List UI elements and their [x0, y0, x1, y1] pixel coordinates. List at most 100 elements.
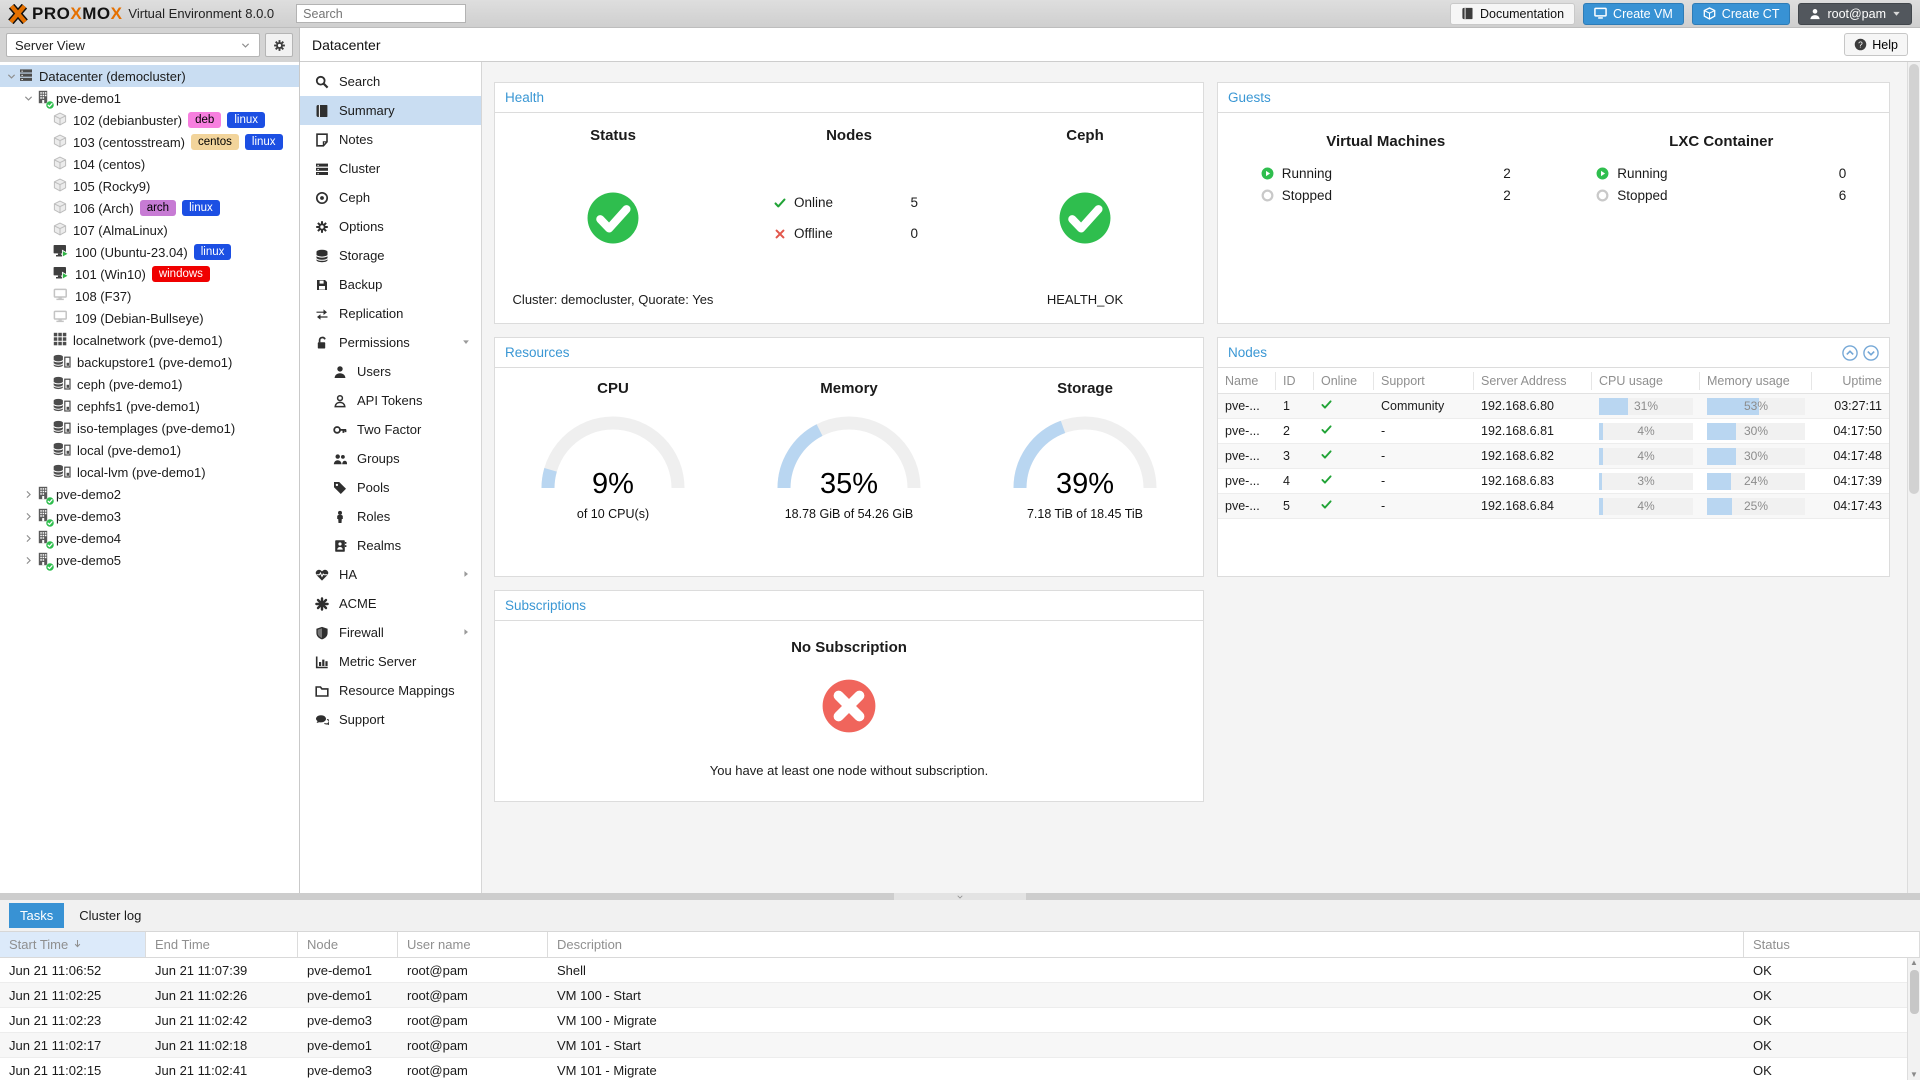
collapse-down-button[interactable] [1863, 345, 1879, 361]
collapse-up-button[interactable] [1842, 345, 1858, 361]
memory-usage-bar: 53% [1707, 398, 1805, 415]
nav-item-groups[interactable]: Groups [300, 444, 481, 473]
tree-item[interactable]: local-lvm (pve-demo1) [0, 461, 299, 483]
nav-item-summary[interactable]: Summary [300, 96, 481, 125]
tree-item[interactable]: 104 (centos) [0, 153, 299, 175]
guest-tag: linux [182, 200, 220, 216]
expander-open-icon [6, 71, 17, 82]
scrollbar-thumb[interactable] [1910, 970, 1919, 1014]
nav-item-search[interactable]: Search [300, 67, 481, 96]
node-row[interactable]: pve-...3-192.168.6.824%30%04:17:48 [1218, 444, 1889, 469]
tab-tasks[interactable]: Tasks [9, 903, 64, 928]
tree-item[interactable]: iso-templages (pve-demo1) [0, 417, 299, 439]
tree-item[interactable]: backupstore1 (pve-demo1) [0, 351, 299, 373]
tree-item[interactable]: 105 (Rocky9) [0, 175, 299, 197]
nav-item-cluster[interactable]: Cluster [300, 154, 481, 183]
nav-item-ha[interactable]: HA [300, 560, 481, 589]
nav-item-notes[interactable]: Notes [300, 125, 481, 154]
nav-item-roles[interactable]: Roles [300, 502, 481, 531]
cluster-status-note: Cluster: democluster, Quorate: Yes [513, 292, 714, 307]
tree-item[interactable]: 102 (debianbuster)deblinux [0, 109, 299, 131]
tree-item[interactable]: localnetwork (pve-demo1) [0, 329, 299, 351]
tab-cluster-log[interactable]: Cluster log [68, 903, 152, 928]
tree-settings-button[interactable] [265, 33, 293, 57]
cube-icon [53, 112, 67, 126]
column-header-end-time[interactable]: End Time [146, 932, 298, 957]
nav-item-firewall[interactable]: Firewall [300, 618, 481, 647]
documentation-button[interactable]: Documentation [1450, 3, 1575, 25]
nav-item-pools[interactable]: Pools [300, 473, 481, 502]
node-row[interactable]: pve-...4-192.168.6.833%24%04:17:39 [1218, 469, 1889, 494]
cube-icon [1703, 7, 1716, 20]
tree-item[interactable]: 109 (Debian-Bullseye) [0, 307, 299, 329]
node-online-badge-icon [46, 497, 54, 505]
column-header-status[interactable]: Status [1744, 932, 1920, 957]
tree-item[interactable]: 103 (centosstream)centoslinux [0, 131, 299, 153]
task-row[interactable]: Jun 21 11:02:17Jun 21 11:02:18pve-demo1r… [0, 1033, 1920, 1058]
tree-item[interactable]: pve-demo4 [0, 527, 299, 549]
view-selector[interactable]: Server View [6, 33, 260, 57]
dashboard-scrollbar[interactable] [1907, 62, 1920, 893]
stopped-icon [1596, 189, 1609, 202]
subscriptions-panel-header: Subscriptions [495, 591, 1203, 621]
global-search-input[interactable] [296, 4, 466, 23]
nav-item-api-tokens[interactable]: API Tokens [300, 386, 481, 415]
create-vm-button[interactable]: Create VM [1583, 3, 1684, 25]
tree-item[interactable]: pve-demo1 [0, 87, 299, 109]
column-header-description[interactable]: Description [548, 932, 1744, 957]
nav-item-permissions[interactable]: Permissions [300, 328, 481, 357]
tree-item[interactable]: local (pve-demo1) [0, 439, 299, 461]
tasks-scrollbar[interactable]: ▲ ▼ [1907, 958, 1920, 1080]
task-row[interactable]: Jun 21 11:06:52Jun 21 11:07:39pve-demo1r… [0, 958, 1920, 983]
nodes-panel: Nodes NameIDOnlineSupportServer AddressC… [1217, 337, 1890, 577]
expander-closed-icon [23, 511, 34, 522]
help-button[interactable]: ? Help [1844, 33, 1908, 56]
nav-item-replication[interactable]: Replication [300, 299, 481, 328]
submenu-arrow-icon [461, 627, 471, 637]
nav-item-metric-server[interactable]: Metric Server [300, 647, 481, 676]
tree-item[interactable]: 106 (Arch)archlinux [0, 197, 299, 219]
gauge-value: 39% [1007, 468, 1163, 501]
nav-item-users[interactable]: Users [300, 357, 481, 386]
create-ct-button[interactable]: Create CT [1692, 3, 1791, 25]
health-status-column: Status Cluster: democluster, Quorate: Ye… [495, 113, 731, 323]
tree-item[interactable]: ceph (pve-demo1) [0, 373, 299, 395]
tree-item[interactable]: pve-demo2 [0, 483, 299, 505]
task-row[interactable]: Jun 21 11:02:23Jun 21 11:02:42pve-demo3r… [0, 1008, 1920, 1033]
tree-item[interactable]: 100 (Ubuntu-23.04)linux [0, 241, 299, 263]
node-row[interactable]: pve-...1Community192.168.6.8031%53%03:27… [1218, 394, 1889, 419]
column-header-start-time[interactable]: Start Time [0, 932, 146, 957]
ceph-status-text: HEALTH_OK [1047, 292, 1123, 307]
nav-item-resource-mappings[interactable]: Resource Mappings [300, 676, 481, 705]
nav-item-backup[interactable]: Backup [300, 270, 481, 299]
nav-item-support[interactable]: Support [300, 705, 481, 734]
scrollbar-thumb[interactable] [1909, 64, 1919, 494]
datacenter-icon [19, 68, 33, 82]
tree-item[interactable]: 101 (Win10)windows [0, 263, 299, 285]
tasks-splitter[interactable] [0, 893, 1920, 900]
tree-item[interactable]: 108 (F37) [0, 285, 299, 307]
node-row[interactable]: pve-...2-192.168.6.814%30%04:17:50 [1218, 419, 1889, 444]
splitter-handle[interactable] [894, 893, 1026, 900]
svg-text:?: ? [1858, 39, 1863, 49]
nav-item-storage[interactable]: Storage [300, 241, 481, 270]
tree-item[interactable]: pve-demo5 [0, 549, 299, 571]
tree-item[interactable]: Datacenter (democluster) [0, 65, 299, 87]
task-row[interactable]: Jun 21 11:02:15Jun 21 11:02:41pve-demo3r… [0, 1058, 1920, 1080]
nav-item-realms[interactable]: Realms [300, 531, 481, 560]
task-row[interactable]: Jun 21 11:02:25Jun 21 11:02:26pve-demo1r… [0, 983, 1920, 1008]
node-row[interactable]: pve-...5-192.168.6.844%25%04:17:43 [1218, 494, 1889, 519]
user-menu-button[interactable]: root@pam [1798, 3, 1912, 25]
column-header-node[interactable]: Node [298, 932, 398, 957]
pools-icon [333, 481, 347, 495]
tree-item[interactable]: cephfs1 (pve-demo1) [0, 395, 299, 417]
column-header-user-name[interactable]: User name [398, 932, 548, 957]
nav-item-two-factor[interactable]: Two Factor [300, 415, 481, 444]
nav-item-acme[interactable]: ACME [300, 589, 481, 618]
tree-item[interactable]: 107 (AlmaLinux) [0, 219, 299, 241]
nav-item-ceph[interactable]: Ceph [300, 183, 481, 212]
nav-item-options[interactable]: Options [300, 212, 481, 241]
no-subscription-heading: No Subscription [495, 639, 1203, 656]
tree-item[interactable]: pve-demo3 [0, 505, 299, 527]
memory-usage-bar: 30% [1707, 448, 1805, 465]
